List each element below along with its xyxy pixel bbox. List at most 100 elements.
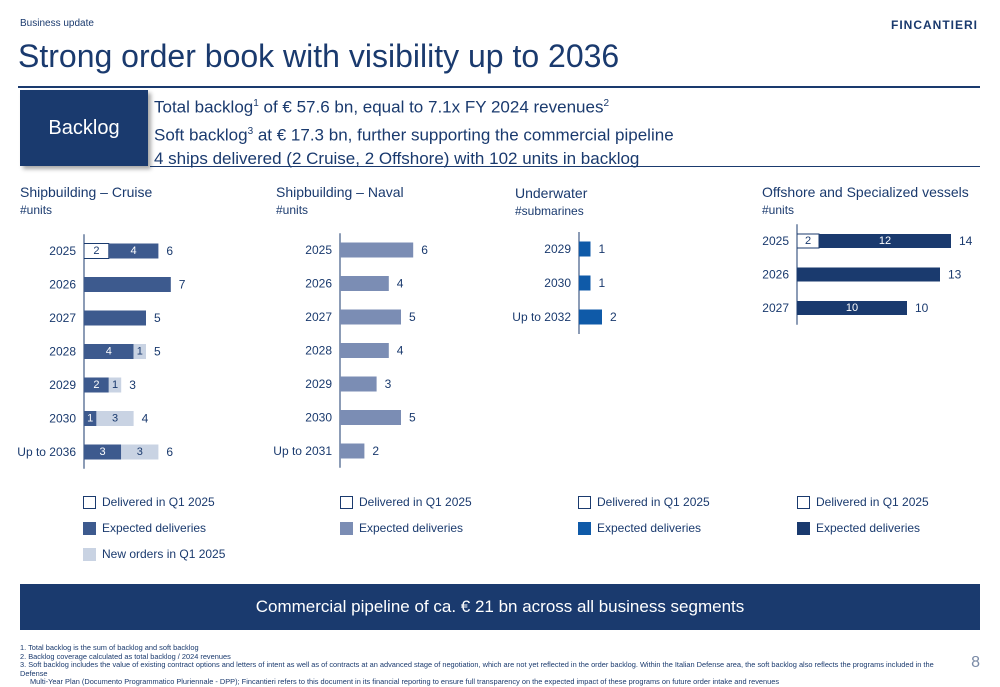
naval-total-label: 6 (421, 243, 428, 257)
cruise-segment-label: 4 (106, 346, 112, 358)
naval-category-label: 2028 (305, 344, 332, 358)
underwater-legend: Delivered in Q1 2025 Expected deliveries (578, 494, 710, 536)
page-title: Strong order book with visibility up to … (18, 38, 620, 74)
underwater-total-label: 1 (599, 242, 606, 256)
backlog-label: Backlog (48, 116, 120, 139)
cruise-segment-label: 1 (87, 413, 93, 425)
naval-bar-segment (340, 242, 414, 258)
cruise-category-label: Up to 2036 (17, 445, 76, 459)
cruise-subtitle: #units (20, 203, 53, 217)
underwater-total-label: 1 (599, 276, 606, 290)
naval-category-label: 2027 (305, 310, 332, 324)
offshore-segment-label: 10 (846, 302, 858, 314)
offshore-segment-label: 12 (879, 235, 891, 247)
footnote-2: 2. Backlog coverage calculated as total … (20, 651, 231, 661)
naval-category-label: Up to 2031 (273, 444, 332, 458)
cruise-bar-segment (96, 411, 134, 426)
legend-swatch-expected (340, 521, 353, 535)
legend-item-new-orders: New orders in Q1 2025 (83, 546, 225, 562)
legend-item-delivered: Delivered in Q1 2025 (578, 494, 710, 510)
cruise-bar-segment (84, 411, 97, 426)
backlog-line-1-text-b: of € 57.6 bn, equal to 7.1x FY 2024 reve… (258, 97, 604, 117)
cruise-legend: Delivered in Q1 2025 Expected deliveries… (83, 494, 225, 562)
legend-item-expected: Expected deliveries (340, 520, 472, 536)
legend-label: Expected deliveries (359, 521, 464, 535)
cruise-bar-segment (84, 310, 146, 326)
cruise-segment-label: 3 (137, 446, 143, 458)
legend-item-delivered: Delivered in Q1 2025 (83, 494, 225, 510)
naval-total-label: 4 (397, 277, 404, 291)
legend-label: Delivered in Q1 2025 (597, 495, 710, 509)
backlog-line-1-text-a: Total backlog (154, 97, 254, 117)
backlog-line-2-text-b: at € 17.3 bn, further supporting the com… (253, 125, 674, 145)
cruise-segment-label: 1 (137, 346, 143, 358)
backlog-line-1: Total backlog1 of € 57.6 bn, equal to 7.… (154, 92, 674, 120)
cruise-total-label: 7 (179, 278, 186, 292)
legend-swatch-new-orders (83, 547, 96, 561)
cruise-bar-segment (84, 444, 122, 460)
offshore-category-label: 2027 (762, 301, 789, 315)
offshore-segment-label: 2 (805, 235, 811, 247)
footnote-3: 3. Soft backlog includes the value of ex… (20, 660, 934, 678)
divider-top (18, 86, 980, 88)
cruise-total-label: 4 (142, 412, 149, 426)
naval-bar-segment (340, 309, 401, 325)
legend-label: New orders in Q1 2025 (102, 547, 226, 561)
offshore-bar-segment (819, 234, 951, 248)
section-tag: Business update (20, 18, 94, 29)
offshore-total-label: 14 (959, 234, 973, 248)
divider-backlog (150, 166, 980, 167)
underwater-category-label: Up to 2032 (512, 310, 571, 324)
naval-total-label: 2 (372, 444, 379, 458)
offshore-title: Offshore and Specialized vessels (762, 184, 969, 200)
offshore-subtitle: #units (762, 203, 795, 217)
naval-category-label: 2030 (305, 411, 332, 425)
naval-total-label: 5 (409, 411, 416, 425)
pipeline-banner-text: Commercial pipeline of ca. € 21 bn acros… (255, 597, 745, 616)
naval-bar-segment (340, 276, 389, 291)
legend-label: Expected deliveries (597, 521, 702, 535)
charts-canvas: 2025 2 4 6 2026 7 2027 5 2028 4 1 5 2029 2 1 3 2030 1 3 4 Up… (17, 224, 973, 469)
legend-item-delivered: Delivered in Q1 2025 (797, 494, 929, 510)
cruise-segment-label: 1 (112, 379, 118, 391)
underwater-bar-segment (579, 241, 591, 257)
legend-item-delivered: Delivered in Q1 2025 (340, 494, 472, 510)
underwater-total-label: 2 (610, 310, 617, 324)
naval-total-label: 5 (409, 310, 416, 324)
cruise-segment-label: 2 (93, 379, 99, 391)
backlog-line-2: Soft backlog3 at € 17.3 bn, further supp… (154, 120, 674, 148)
cruise-segment-label: 2 (93, 245, 99, 257)
cruise-category-label: 2026 (49, 278, 76, 292)
legend-item-expected: Expected deliveries (797, 520, 929, 536)
cruise-title: Shipbuilding – Cruise (20, 184, 153, 200)
backlog-label-box: Backlog (20, 90, 148, 166)
cruise-category-label: 2029 (49, 378, 76, 392)
naval-category-label: 2025 (305, 243, 332, 257)
footnote-1: 1. Total backlog is the sum of backlog a… (20, 643, 199, 652)
legend-swatch-delivered (797, 495, 810, 509)
cruise-segment-label: 3 (100, 446, 106, 458)
cruise-bar-segment (133, 344, 146, 359)
offshore-legend: Delivered in Q1 2025 Expected deliveries (797, 494, 929, 536)
legend-label: Expected deliveries (102, 521, 207, 535)
legend-swatch-delivered (83, 495, 96, 509)
underwater-subtitle: #submarines (515, 204, 584, 218)
cruise-total-label: 5 (154, 311, 161, 325)
legend-label: Delivered in Q1 2025 (102, 495, 215, 509)
cruise-bar-segment (121, 444, 159, 460)
footnotes: 1. Total backlog is the sum of backlog a… (20, 643, 960, 687)
legend-item-expected: Expected deliveries (83, 520, 225, 536)
naval-title: Shipbuilding – Naval (276, 184, 404, 200)
footnote-3-cont: Multi-Year Plan (Documento Programmatico… (30, 677, 780, 687)
backlog-summary: Total backlog1 of € 57.6 bn, equal to 7.… (154, 92, 674, 171)
legend-item-expected: Expected deliveries (578, 520, 710, 536)
underwater-category-label: 2029 (544, 242, 571, 256)
legend-label: Delivered in Q1 2025 (359, 495, 472, 509)
cruise-category-label: 2030 (49, 412, 76, 426)
cruise-bar-segment (84, 377, 109, 393)
naval-total-label: 4 (397, 344, 404, 358)
legend-label: Delivered in Q1 2025 (816, 495, 929, 509)
cruise-bar-segment (84, 344, 134, 359)
offshore-bar-segment (797, 301, 907, 315)
naval-bar-segment (340, 443, 365, 459)
